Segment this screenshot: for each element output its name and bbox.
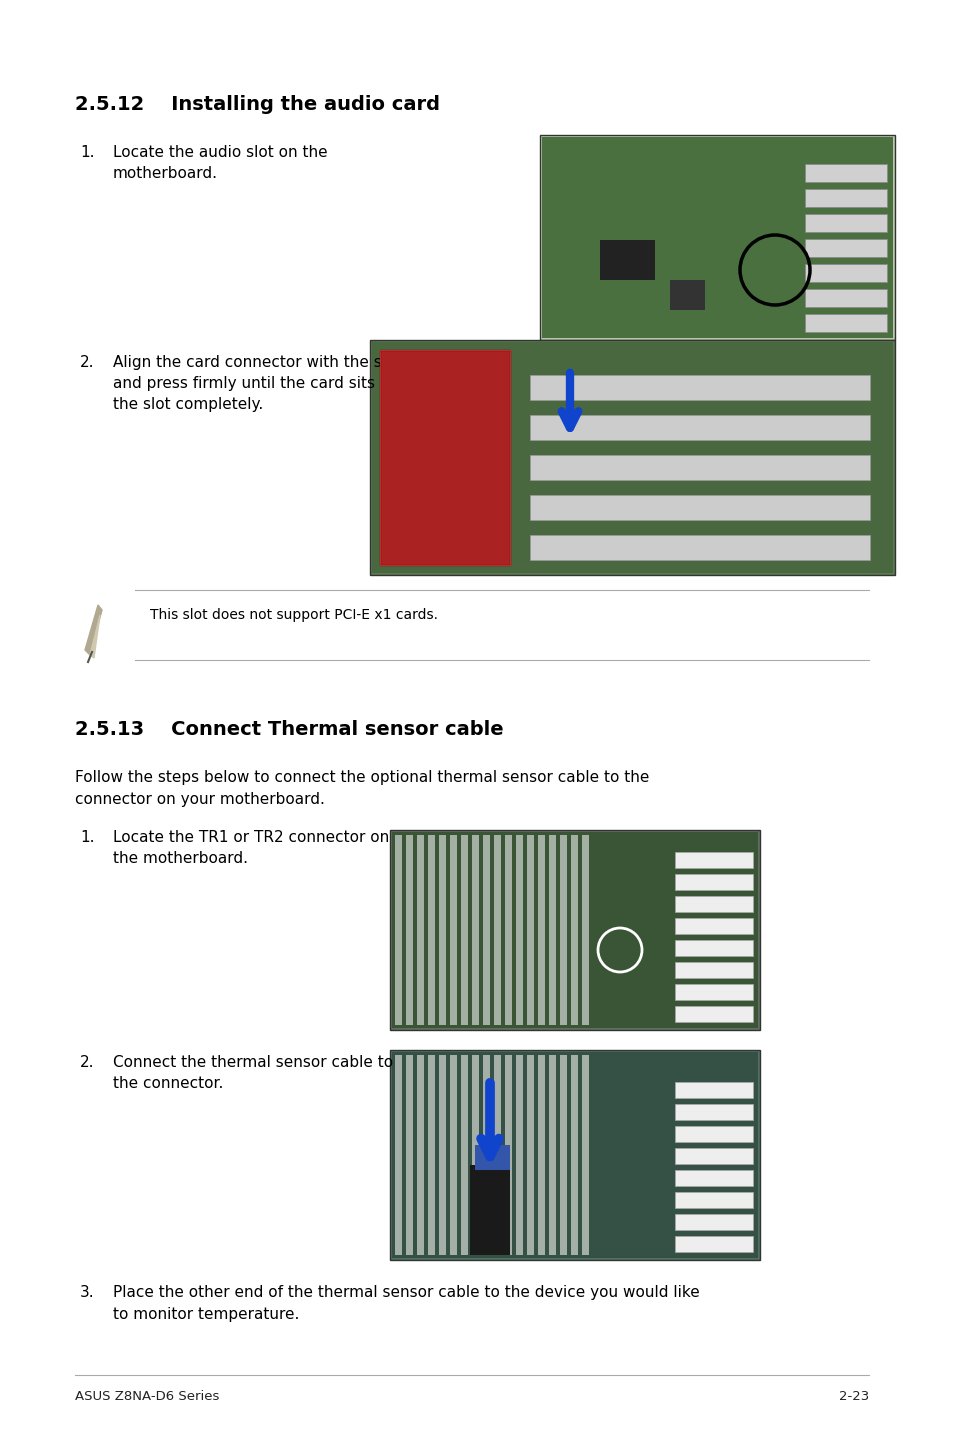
Text: 3.: 3. <box>80 1286 94 1300</box>
Bar <box>406 835 413 1025</box>
Bar <box>675 917 752 935</box>
Text: Locate the TR1 or TR2 connector on
the motherboard.: Locate the TR1 or TR2 connector on the m… <box>112 830 389 866</box>
Bar <box>472 835 478 1025</box>
Bar <box>416 835 423 1025</box>
Bar <box>675 940 752 956</box>
Bar <box>428 835 435 1025</box>
Bar <box>516 1055 522 1255</box>
Bar <box>541 137 892 338</box>
Bar <box>675 896 752 912</box>
Bar <box>482 1055 490 1255</box>
Bar <box>804 313 886 332</box>
Bar <box>675 1007 752 1022</box>
Bar <box>460 835 468 1025</box>
Bar <box>675 1148 752 1163</box>
Bar <box>548 835 556 1025</box>
Text: connector on your motherboard.: connector on your motherboard. <box>75 792 325 807</box>
Polygon shape <box>90 615 100 659</box>
Text: Connect the thermal sensor cable to
the connector.: Connect the thermal sensor cable to the … <box>112 1055 393 1091</box>
Bar <box>390 1050 760 1260</box>
Bar <box>537 835 544 1025</box>
Bar <box>675 1192 752 1208</box>
Bar <box>675 962 752 978</box>
Bar <box>571 835 578 1025</box>
Bar <box>438 835 446 1025</box>
Bar <box>482 835 490 1025</box>
Bar <box>392 1053 758 1258</box>
Bar <box>804 214 886 232</box>
Text: 2.: 2. <box>80 1055 94 1070</box>
Bar <box>460 1055 468 1255</box>
Bar <box>675 984 752 999</box>
Bar <box>675 874 752 890</box>
Text: ASUS Z8NA-D6 Series: ASUS Z8NA-D6 Series <box>75 1391 219 1403</box>
Text: 2-23: 2-23 <box>838 1391 868 1403</box>
Bar <box>539 135 894 339</box>
Bar <box>470 1165 510 1255</box>
Text: 2.5.12    Installing the audio card: 2.5.12 Installing the audio card <box>75 95 439 114</box>
Bar <box>537 1055 544 1255</box>
Bar <box>504 1055 512 1255</box>
Bar <box>475 1145 510 1171</box>
Polygon shape <box>85 605 102 654</box>
Bar <box>526 835 534 1025</box>
Text: 2.5.13    Connect Thermal sensor cable: 2.5.13 Connect Thermal sensor cable <box>75 720 503 739</box>
Text: This slot does not support PCI-E x1 cards.: This slot does not support PCI-E x1 card… <box>150 608 437 623</box>
Bar <box>379 349 510 565</box>
Bar <box>675 1171 752 1186</box>
Bar <box>669 280 704 311</box>
Bar <box>406 1055 413 1255</box>
Text: 1.: 1. <box>80 145 94 160</box>
Bar <box>370 339 894 575</box>
Bar <box>379 349 510 565</box>
Bar <box>416 1055 423 1255</box>
Bar <box>392 833 758 1028</box>
Bar <box>530 535 869 559</box>
Text: Place the other end of the thermal sensor cable to the device you would like
to : Place the other end of the thermal senso… <box>112 1286 699 1322</box>
Bar <box>372 342 892 572</box>
Bar <box>581 835 588 1025</box>
Bar <box>530 454 869 480</box>
Bar <box>571 1055 578 1255</box>
Bar <box>804 164 886 183</box>
Bar <box>390 830 760 1030</box>
Bar <box>395 835 401 1025</box>
Bar <box>395 1055 401 1255</box>
Bar <box>530 375 869 400</box>
Bar <box>526 1055 534 1255</box>
Bar <box>675 1104 752 1120</box>
Bar <box>530 416 869 440</box>
Bar <box>804 239 886 257</box>
Bar <box>804 265 886 282</box>
Bar <box>494 1055 500 1255</box>
Bar <box>438 1055 446 1255</box>
Text: Locate the audio slot on the
motherboard.: Locate the audio slot on the motherboard… <box>112 145 327 181</box>
Bar <box>675 1214 752 1229</box>
Text: Follow the steps below to connect the optional thermal sensor cable to the: Follow the steps below to connect the op… <box>75 769 649 785</box>
Bar <box>675 851 752 869</box>
Bar <box>450 1055 456 1255</box>
Bar <box>804 188 886 207</box>
Bar <box>548 1055 556 1255</box>
Bar <box>675 1081 752 1099</box>
Bar <box>504 835 512 1025</box>
Bar <box>675 1126 752 1142</box>
Text: Align the card connector with the slot
and press firmly until the card sits on
t: Align the card connector with the slot a… <box>112 355 401 413</box>
Bar <box>472 1055 478 1255</box>
Text: 2.: 2. <box>80 355 94 370</box>
Bar <box>494 835 500 1025</box>
Bar <box>428 1055 435 1255</box>
Bar <box>516 835 522 1025</box>
Bar <box>804 289 886 306</box>
Bar <box>559 835 566 1025</box>
Bar <box>559 1055 566 1255</box>
Bar <box>450 835 456 1025</box>
Bar <box>581 1055 588 1255</box>
Bar <box>530 495 869 521</box>
Text: 1.: 1. <box>80 830 94 846</box>
Bar <box>599 240 655 280</box>
Bar <box>675 1237 752 1252</box>
